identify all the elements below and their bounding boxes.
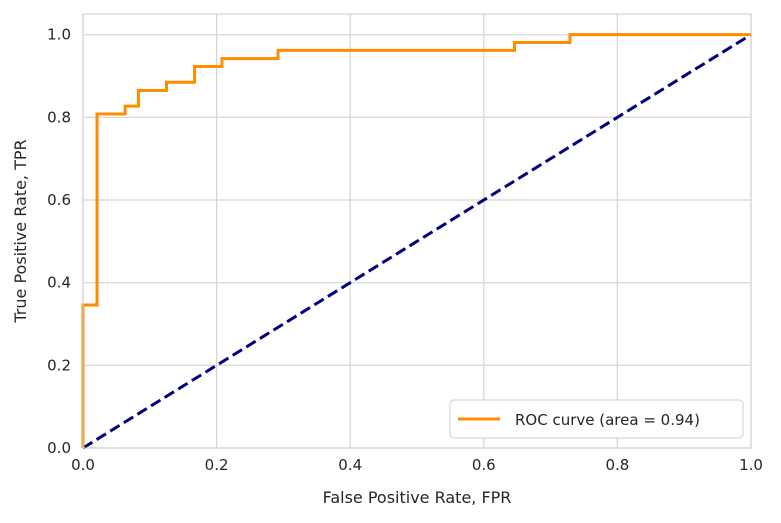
grid [82, 14, 752, 449]
legend-box [449, 399, 744, 439]
x-axis-label: False Positive Rate, FPR [323, 488, 512, 507]
legend-label: ROC curve (area = 0.94) [515, 411, 700, 429]
plot-frame [82, 13, 752, 449]
y-tick-label: 1.0 [47, 26, 71, 44]
y-tick-label: 0.6 [47, 191, 71, 209]
x-tick-label: 0.8 [605, 456, 629, 474]
legend: ROC curve (area = 0.94) [449, 399, 744, 439]
y-tick-label: 0.8 [47, 108, 71, 126]
tick-labels: 0.0 0.2 0.4 0.6 0.8 1.0 0.0 0.2 0.4 0.6 0.8 1.0 [47, 26, 763, 474]
x-tick-label: 0.4 [338, 456, 362, 474]
x-tick-label: 0.0 [71, 456, 95, 474]
y-tick-label: 0.0 [47, 439, 71, 457]
x-tick-label: 0.6 [472, 456, 496, 474]
y-tick-label: 0.4 [47, 274, 71, 292]
x-tick-label: 1.0 [739, 456, 763, 474]
x-tick-label: 0.2 [205, 456, 229, 474]
series-layer [81, 33, 752, 450]
roc-curve-line [81, 33, 751, 448]
chance-diagonal-line [82, 33, 752, 450]
y-tick-label: 0.2 [47, 356, 71, 374]
y-axis-label: True Positive Rate, TPR [11, 139, 30, 323]
